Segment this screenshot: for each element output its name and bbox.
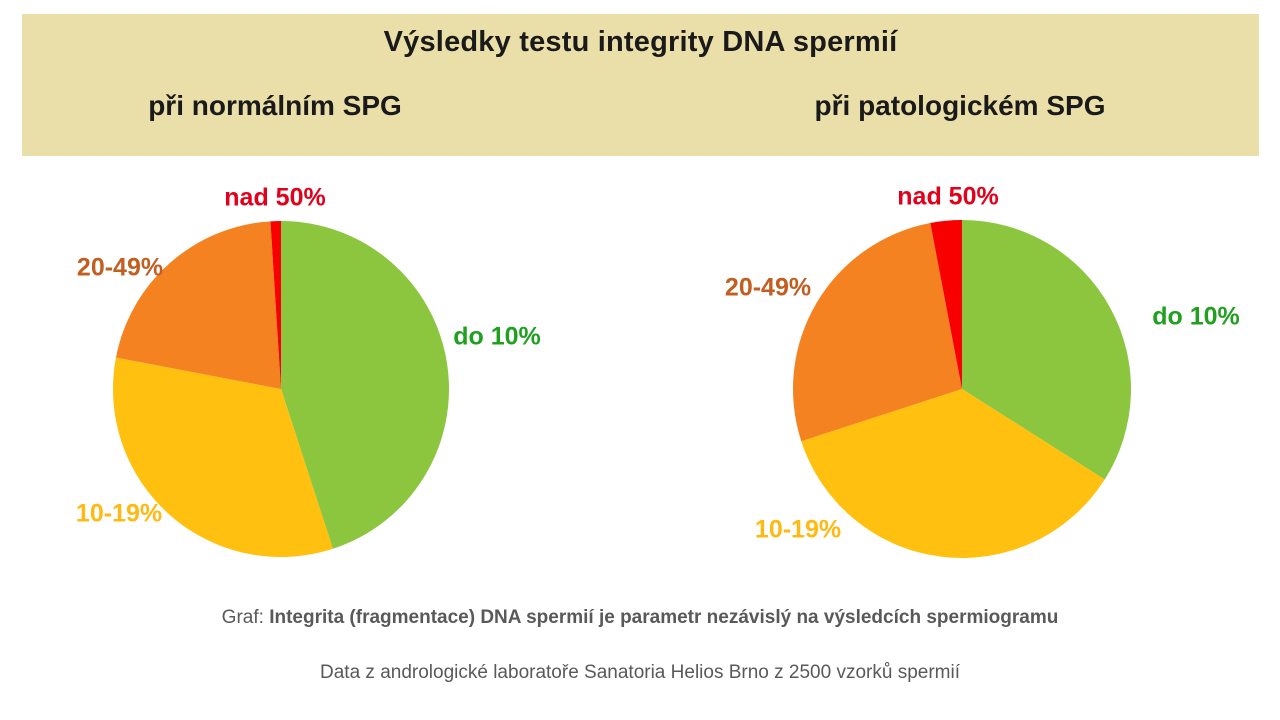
pie-chart-pathological-spg xyxy=(793,220,1131,558)
slice-label-1019-right: 10-19% xyxy=(754,515,842,544)
header-band: Výsledky testu integrity DNA spermií při… xyxy=(22,14,1259,156)
pie-slice-2049 xyxy=(793,222,962,442)
data-source-caption: Data z andrologické laboratoře Sanatoria… xyxy=(320,662,960,683)
slice-label-2049-right: 20-49% xyxy=(724,273,812,302)
pie-slice-1019 xyxy=(113,357,333,557)
pie-slice-2049 xyxy=(115,221,281,389)
pie-slice-do10 xyxy=(281,221,449,549)
slice-label-nad50-left: nad 50% xyxy=(224,183,326,212)
pie-slice-nad50 xyxy=(270,221,281,389)
left-pie-title: při normálním SPG xyxy=(148,90,402,121)
pie-slice-1019 xyxy=(801,389,1105,558)
chart-title: Výsledky testu integrity DNA spermií xyxy=(383,26,898,58)
caption-prefix: Graf: xyxy=(221,607,270,628)
slice-label-1019-left: 10-19% xyxy=(75,499,163,528)
pie-slice-nad50 xyxy=(930,220,962,389)
pie-slice-do10 xyxy=(962,220,1131,480)
right-pie-title: při patologickém SPG xyxy=(814,90,1106,121)
chart-caption: Graf: Integrita (fragmentace) DNA spermi… xyxy=(0,607,1280,629)
slice-label-nad50-right: nad 50% xyxy=(897,182,999,211)
slice-label-do10-left: do 10% xyxy=(453,322,541,351)
slice-label-2049-left: 20-49% xyxy=(76,253,164,282)
slice-label-do10-right: do 10% xyxy=(1152,302,1240,331)
pie-chart-normal-spg xyxy=(113,221,449,557)
caption-bold-text: Integrita (fragmentace) DNA spermií je p… xyxy=(269,607,1059,628)
